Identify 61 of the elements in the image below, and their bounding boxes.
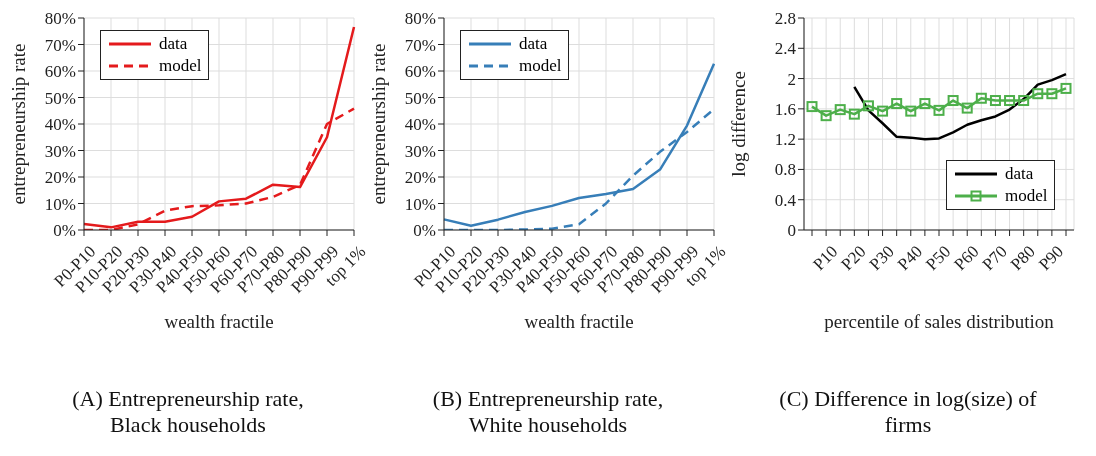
point xyxy=(975,92,987,104)
y-tick-label: 60% xyxy=(44,62,76,82)
y-tick-label: 50% xyxy=(44,88,76,108)
y-tick-label: 20% xyxy=(404,168,436,188)
y-tick-label: 70% xyxy=(44,35,76,55)
point xyxy=(989,95,1001,107)
y-tick-label: 0.4 xyxy=(774,190,797,210)
point xyxy=(806,101,818,113)
point xyxy=(919,98,931,110)
x-axis-title: percentile of sales distribution xyxy=(824,311,1055,332)
y-tick-label: 2.4 xyxy=(774,39,797,59)
legend-label: data xyxy=(519,33,548,55)
y-tick-label: 0 xyxy=(787,221,796,241)
point xyxy=(862,100,874,112)
y-tick-label: 30% xyxy=(404,141,436,161)
y-tick-label: 40% xyxy=(44,115,76,135)
line-series xyxy=(853,72,1068,141)
point xyxy=(1018,95,1030,107)
point xyxy=(947,95,959,107)
text: (A) Entrepreneurship rate, Black households xyxy=(71,386,305,438)
y-tick-label: 50% xyxy=(404,88,436,108)
point xyxy=(1060,82,1072,94)
y-tick-label: 10% xyxy=(404,194,436,214)
y-tick-label: 1.2 xyxy=(774,130,796,150)
legend-label: model xyxy=(159,55,202,77)
y-tick-label: 80% xyxy=(404,9,436,29)
point xyxy=(961,102,973,114)
y-tick-label: 40% xyxy=(404,115,436,135)
legend-label: model xyxy=(519,55,562,77)
point xyxy=(834,104,846,116)
y-tick-label: 80% xyxy=(44,9,76,29)
x-axis-title: wealth fractile xyxy=(524,311,634,332)
point xyxy=(877,105,889,117)
point xyxy=(1046,88,1058,100)
point xyxy=(905,105,917,117)
y-tick-label: 20% xyxy=(44,168,76,188)
y-tick-label: 1.6 xyxy=(774,99,796,119)
point xyxy=(1032,88,1044,100)
y-tick-label: 2 xyxy=(787,69,796,89)
y-axis-title: entrepreneurship rate xyxy=(7,43,29,205)
y-tick-label: 60% xyxy=(404,62,436,82)
y-tick-label: 10% xyxy=(44,194,76,214)
y-tick-label: 70% xyxy=(404,35,436,55)
legend-label: data xyxy=(1005,163,1034,185)
text: (C) Difference in log(size) of firms xyxy=(778,386,1038,438)
point xyxy=(1004,95,1016,107)
y-tick-label: 0% xyxy=(413,221,436,241)
legend-label: model xyxy=(1005,185,1048,207)
y-tick-label: 0% xyxy=(53,221,76,241)
point xyxy=(933,104,945,116)
point xyxy=(848,108,860,120)
y-tick-label: 30% xyxy=(44,141,76,161)
y-axis-title: log difference xyxy=(727,71,749,177)
y-tick-label: 0.8 xyxy=(774,160,796,180)
legend-label: data xyxy=(159,33,188,55)
y-axis-title: entrepreneurship rate xyxy=(367,43,389,205)
text: (B) Entrepreneurship rate, White households xyxy=(431,386,665,438)
point xyxy=(820,110,832,122)
point xyxy=(891,98,903,110)
y-tick-label: 2.8 xyxy=(774,9,796,29)
x-axis-title: wealth fractile xyxy=(164,311,274,332)
